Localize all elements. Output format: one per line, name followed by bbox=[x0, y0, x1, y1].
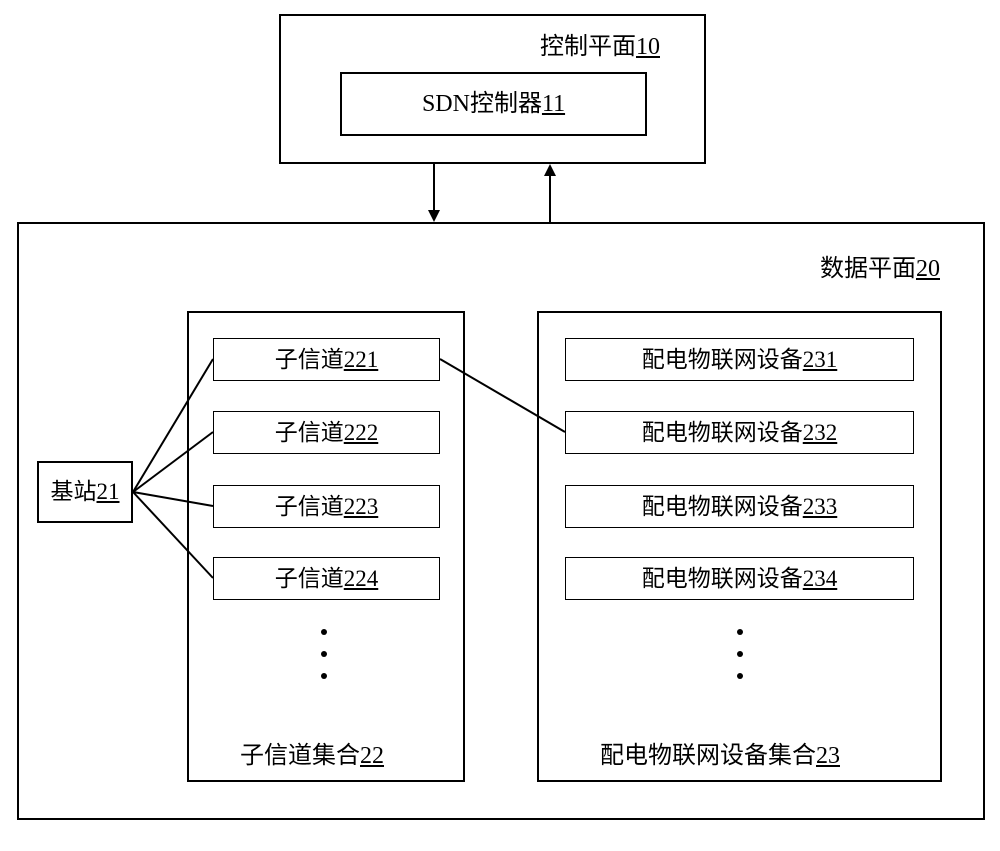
sdn-controller-text: SDN控制器 bbox=[422, 91, 542, 117]
device-item-num: 232 bbox=[803, 420, 838, 445]
control-plane-title-num: 10 bbox=[636, 34, 660, 60]
subchannel-item-text: 子信道 bbox=[275, 566, 344, 591]
control-plane-title: 控制平面10 bbox=[540, 26, 660, 61]
device-set-title: 配电物联网设备集合23 bbox=[600, 735, 840, 770]
sdn-controller-box: SDN控制器11 bbox=[340, 72, 647, 136]
subchannel-item: 子信道223 bbox=[213, 485, 440, 528]
device-item-num: 233 bbox=[803, 494, 838, 519]
diagram-canvas: 控制平面10 SDN控制器11 数据平面20 基站21 子信道集合22 子信道2… bbox=[0, 0, 1000, 851]
subchannel-item-text: 子信道 bbox=[275, 420, 344, 445]
subchannel-set-title: 子信道集合22 bbox=[240, 735, 384, 770]
sdn-controller-label: SDN控制器11 bbox=[422, 91, 565, 117]
device-item-num: 234 bbox=[803, 566, 838, 591]
subchannel-set-box bbox=[187, 311, 465, 782]
data-plane-title-text: 数据平面 bbox=[820, 256, 916, 282]
device-item: 配电物联网设备231 bbox=[565, 338, 914, 381]
subchannel-item: 子信道224 bbox=[213, 557, 440, 600]
base-station-box: 基站21 bbox=[37, 461, 133, 523]
subchannel-item-num: 221 bbox=[344, 347, 379, 372]
device-set-text: 配电物联网设备集合 bbox=[600, 743, 816, 769]
subchannel-item-num: 224 bbox=[344, 566, 379, 591]
arrow-down-head-icon bbox=[428, 210, 440, 222]
subchannel-item: 子信道222 bbox=[213, 411, 440, 454]
sdn-controller-num: 11 bbox=[542, 91, 565, 117]
device-set-num: 23 bbox=[816, 743, 840, 769]
device-item-num: 231 bbox=[803, 347, 838, 372]
data-plane-title: 数据平面20 bbox=[820, 248, 940, 283]
device-item-text: 配电物联网设备 bbox=[642, 566, 803, 591]
subchannel-set-text: 子信道集合 bbox=[240, 743, 360, 769]
data-plane-title-num: 20 bbox=[916, 256, 940, 282]
subchannel-set-num: 22 bbox=[360, 743, 384, 769]
base-station-num: 21 bbox=[97, 479, 120, 504]
device-item: 配电物联网设备233 bbox=[565, 485, 914, 528]
arrow-up-head-icon bbox=[544, 164, 556, 176]
base-station-text: 基站 bbox=[51, 479, 97, 504]
control-plane-title-text: 控制平面 bbox=[540, 34, 636, 60]
device-item: 配电物联网设备234 bbox=[565, 557, 914, 600]
subchannel-item-text: 子信道 bbox=[275, 494, 344, 519]
device-item-text: 配电物联网设备 bbox=[642, 347, 803, 372]
subchannel-item-num: 222 bbox=[344, 420, 379, 445]
device-set-box bbox=[537, 311, 942, 782]
device-item: 配电物联网设备232 bbox=[565, 411, 914, 454]
subchannel-item-text: 子信道 bbox=[275, 347, 344, 372]
subchannel-item-num: 223 bbox=[344, 494, 379, 519]
device-item-text: 配电物联网设备 bbox=[642, 494, 803, 519]
subchannel-item: 子信道221 bbox=[213, 338, 440, 381]
device-item-text: 配电物联网设备 bbox=[642, 420, 803, 445]
